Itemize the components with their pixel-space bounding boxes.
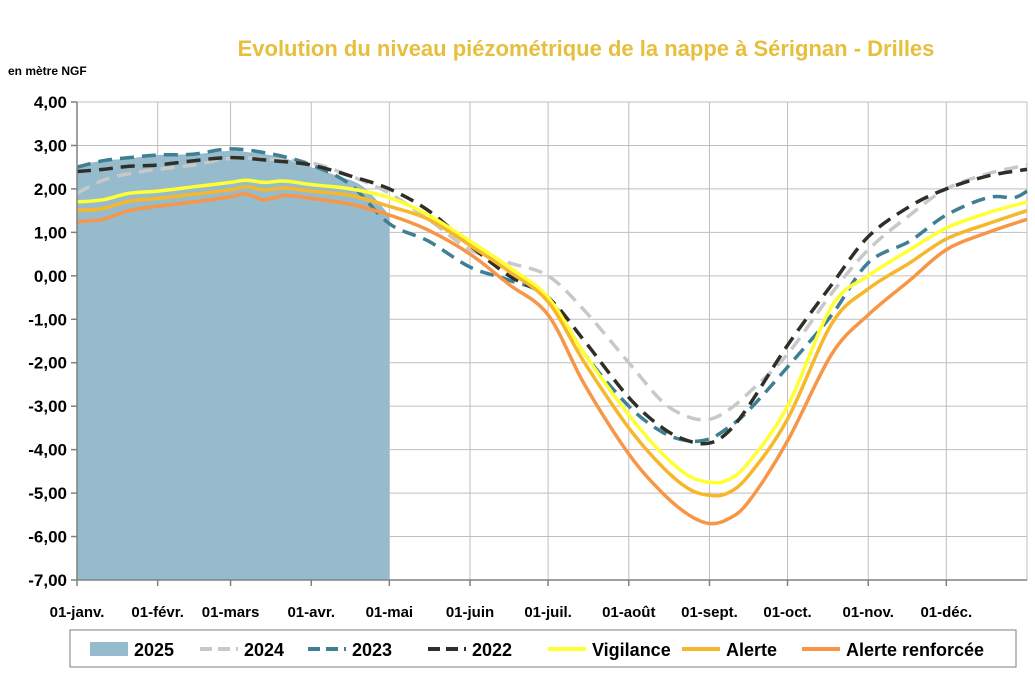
y-tick-label: 3,00 xyxy=(34,136,67,155)
x-tick-label: 01-févr. xyxy=(131,604,184,621)
series-2024-line xyxy=(76,156,1028,422)
chart-title: Evolution du niveau piézométrique de la … xyxy=(238,36,935,61)
x-tick-label: 01-juil. xyxy=(524,604,572,621)
y-tick-label: 0,00 xyxy=(34,267,67,286)
legend-alerte-renforc-e-label: Alerte renforcée xyxy=(846,640,984,660)
legend-alerte-label: Alerte xyxy=(726,640,777,660)
legend-2022-label: 2022 xyxy=(472,640,512,660)
series-group xyxy=(76,147,1028,580)
legend-2024-label: 2024 xyxy=(244,640,284,660)
x-tick-label: 01-sept. xyxy=(681,604,738,621)
x-tick-label: 01-déc. xyxy=(920,604,972,621)
y-tick-label: 2,00 xyxy=(34,180,67,199)
axes xyxy=(71,101,1027,586)
y-tick-label: -2,00 xyxy=(28,354,67,373)
y-axis-unit-label: en mètre NGF xyxy=(8,64,87,78)
x-tick-label: 01-juin xyxy=(446,604,494,621)
legend: 2025 2024 2023 2022 Vigilance Alerte Alerte re… xyxy=(69,629,1017,668)
legend-2025-swatch xyxy=(90,642,128,656)
x-tick-label: 01-mars xyxy=(202,604,260,621)
y-tick-label: 1,00 xyxy=(34,223,67,242)
y-tick-label: -4,00 xyxy=(28,441,67,460)
y-tick-label: -1,00 xyxy=(28,310,67,329)
x-tick-label: 01-août xyxy=(602,604,655,621)
x-tick-label: 01-mai xyxy=(366,604,414,621)
x-tick-labels: 01-janv. 01-févr. 01-mars 01-avr. 01-mai 01-j… xyxy=(50,604,973,621)
y-tick-label: -5,00 xyxy=(28,484,67,503)
legend-2025-label: 2025 xyxy=(134,640,174,660)
series-alerte-line xyxy=(76,184,1028,498)
y-tick-label: 4,00 xyxy=(34,93,67,112)
x-tick-label: 01-nov. xyxy=(843,604,894,621)
x-tick-label: 01-janv. xyxy=(50,604,105,621)
x-tick-label: 01-oct. xyxy=(763,604,811,621)
y-tick-label: -3,00 xyxy=(28,397,67,416)
y-tick-label: -7,00 xyxy=(28,571,67,590)
series-alerte-renforc-e-line xyxy=(76,192,1028,526)
y-tick-label: -6,00 xyxy=(28,528,67,547)
series-2022-line xyxy=(76,155,1028,446)
y-tick-labels: 4,00 3,00 2,00 1,00 0,00 -1,00 -2,00 -3,00 -4,00… xyxy=(28,93,67,590)
legend-vigilance-label: Vigilance xyxy=(592,640,671,660)
legend-2023-label: 2023 xyxy=(352,640,392,660)
series-vigilance-line xyxy=(76,178,1028,485)
x-tick-label: 01-avr. xyxy=(287,604,335,621)
series-2025-area xyxy=(77,150,390,580)
